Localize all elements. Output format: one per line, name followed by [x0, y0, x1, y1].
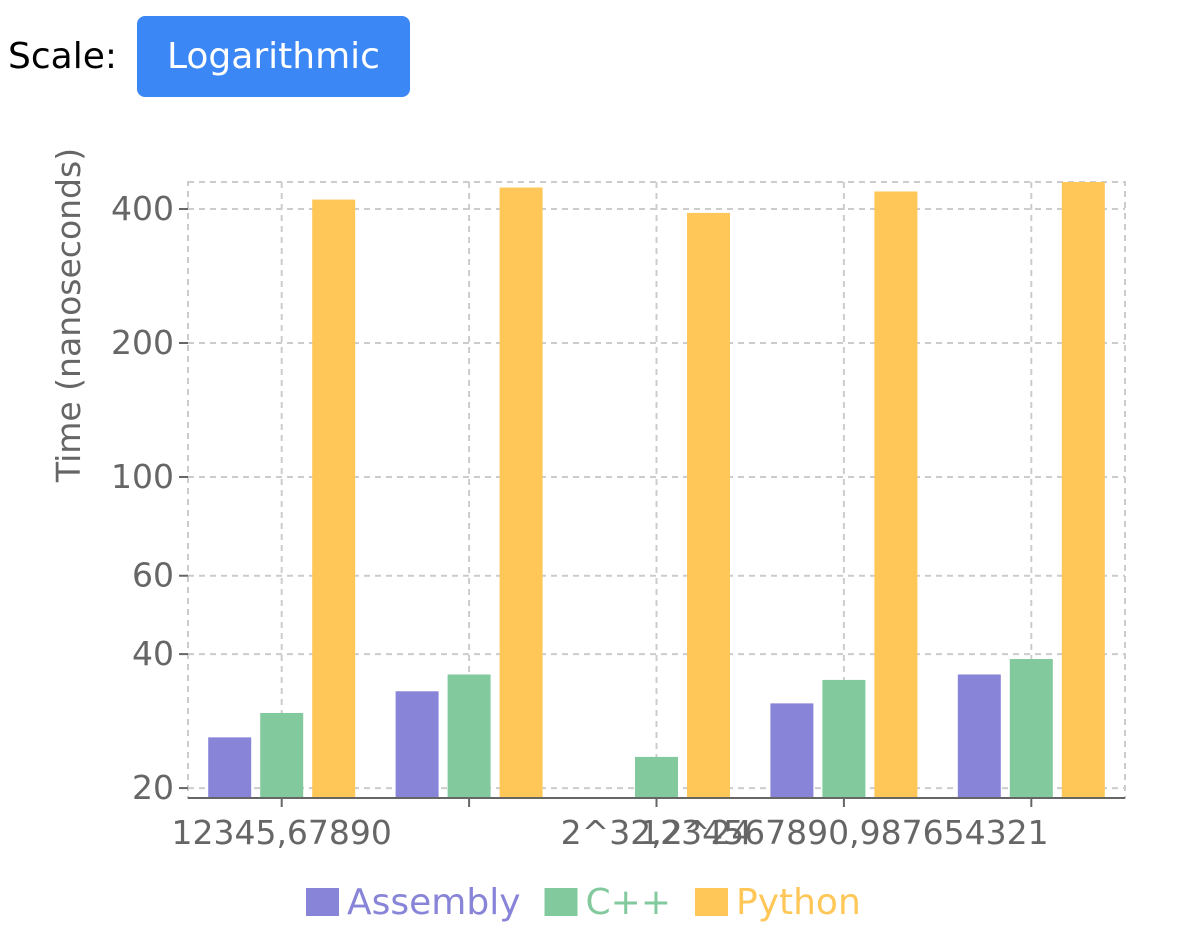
legend-item-label[interactable]: C++ — [586, 882, 671, 923]
bar-c-[interactable] — [260, 712, 304, 798]
y-tick-label: 400 — [111, 189, 174, 228]
bar-c-[interactable] — [822, 679, 866, 798]
bar-python[interactable] — [1061, 182, 1105, 798]
bar-python[interactable] — [312, 199, 356, 799]
legend: Assembly C++ Python — [306, 882, 861, 923]
legend-item-label[interactable]: Assembly — [347, 882, 521, 923]
legend-swatch — [694, 888, 728, 916]
bars — [208, 182, 1105, 799]
y-tick-label: 40 — [132, 634, 174, 673]
bar-assembly[interactable] — [770, 703, 814, 798]
bar-python[interactable] — [687, 212, 730, 798]
bar-assembly[interactable] — [957, 674, 1001, 798]
legend-swatch — [306, 888, 339, 916]
bar-c-[interactable] — [635, 756, 678, 798]
axes: 20 40 60 100 200 400 12345,67890 2^32,2^2412345… — [111, 189, 1125, 852]
bar-c-[interactable] — [447, 674, 491, 798]
scale-toolbar: Scale: Logarithmic — [0, 16, 410, 97]
x-tick-label: 1234567890,987654321 — [639, 813, 1048, 852]
legend-swatch — [544, 888, 578, 916]
bar-python[interactable] — [874, 191, 918, 798]
scale-label: Scale: — [8, 36, 117, 77]
bar-assembly[interactable] — [395, 691, 439, 798]
bar-assembly[interactable] — [208, 737, 252, 798]
y-tick-label: 20 — [132, 768, 174, 807]
y-tick-label: 60 — [132, 556, 174, 595]
x-tick-label: 2^32,2^24 — [561, 813, 753, 852]
scale-toggle-button[interactable]: Logarithmic — [136, 16, 410, 97]
y-tick-label: 200 — [111, 323, 174, 362]
plot-frame — [187, 181, 1126, 799]
x-tick-label: 12345,67890 — [171, 813, 391, 852]
bar-python[interactable] — [499, 187, 543, 798]
bar-c-[interactable] — [1009, 658, 1053, 798]
y-tick-label: 100 — [111, 457, 174, 496]
y-axis-title: Time (nanoseconds) — [49, 148, 88, 483]
legend-item-label[interactable]: Python — [736, 882, 861, 923]
